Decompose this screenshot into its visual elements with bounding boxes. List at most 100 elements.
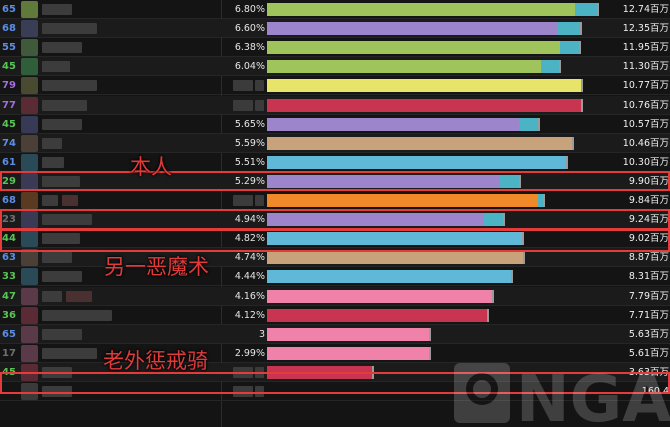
table-row[interactable]: 160.4 xyxy=(0,382,670,401)
player-name-blurred xyxy=(42,23,97,35)
damage-bar-track xyxy=(267,327,655,341)
bar-end-cap xyxy=(523,251,525,265)
class-icon xyxy=(21,77,38,95)
damage-bar-track xyxy=(267,346,655,360)
annotation-foreign-warlock: 老外惩戒骑 xyxy=(103,349,208,373)
table-row[interactable]: 65 6.80% 12.74百万 xyxy=(0,0,670,19)
bar-end-cap xyxy=(519,174,521,188)
bar-end-cap xyxy=(543,194,545,207)
damage-percent xyxy=(222,385,265,398)
damage-percent: 3 xyxy=(258,328,265,340)
damage-percent: 6.04% xyxy=(234,61,265,73)
damage-percent: 2.99% xyxy=(234,347,265,359)
damage-bar-track xyxy=(267,98,655,112)
damage-total: 9.84百万 xyxy=(628,195,669,206)
bar-end-cap xyxy=(597,3,599,16)
percent-blurred xyxy=(255,80,264,92)
damage-bar-track xyxy=(267,232,655,246)
damage-total: 7.71百万 xyxy=(628,309,669,321)
player-name-blurred xyxy=(42,233,80,245)
bar-end-cap xyxy=(559,60,561,74)
player-level: 65 xyxy=(2,328,16,340)
player-level: 17 xyxy=(2,347,16,359)
damage-total: 8.31百万 xyxy=(628,271,669,283)
player-level: 77 xyxy=(2,99,16,111)
player-level xyxy=(2,384,20,399)
table-row[interactable]: 44 4.82% 9.02百万 xyxy=(0,229,670,249)
damage-total: 11.95百万 xyxy=(622,42,669,54)
player-level: 45 xyxy=(2,366,16,378)
damage-bar xyxy=(267,3,575,16)
damage-bar-track xyxy=(267,365,655,379)
damage-bar-track xyxy=(267,251,655,265)
bar-end-cap xyxy=(492,289,494,303)
bar-end-cap xyxy=(572,136,574,150)
player-name-blurred xyxy=(42,309,112,321)
table-row[interactable]: 23 4.94% 9.24百万 xyxy=(0,210,670,230)
player-level: 68 xyxy=(2,195,16,206)
table-row[interactable]: 45 6.04% 11.30百万 xyxy=(0,57,670,77)
class-icon xyxy=(21,249,38,267)
table-row[interactable]: 68 6.60% 12.35百万 xyxy=(0,19,670,39)
class-icon xyxy=(21,134,38,152)
player-level: 68 xyxy=(2,23,16,35)
damage-bar xyxy=(267,174,500,188)
pet-damage-bar xyxy=(500,174,519,188)
class-icon xyxy=(21,39,38,57)
damage-bar-track xyxy=(267,79,655,93)
percent-blurred xyxy=(233,99,253,111)
table-row[interactable]: 36 4.12% 7.71百万 xyxy=(0,306,670,325)
damage-bar-track xyxy=(267,117,655,131)
table-row[interactable]: 63 4.74% 8.87百万 xyxy=(0,248,670,268)
damage-percent: 5.29% xyxy=(234,175,265,187)
damage-bar xyxy=(267,98,581,112)
percent-blurred xyxy=(255,195,264,206)
player-level: 65 xyxy=(2,4,16,15)
player-name-blurred xyxy=(42,386,72,397)
damage-total: 10.30百万 xyxy=(622,156,669,168)
annotation-other-warlock: 另一恶魔术 xyxy=(104,255,209,279)
class-icon xyxy=(21,192,38,209)
player-name-blurred xyxy=(42,99,87,111)
damage-bar xyxy=(267,136,572,150)
damage-bar xyxy=(267,327,429,341)
table-row[interactable]: 74 5.59% 10.46百万 xyxy=(0,133,670,153)
damage-bar xyxy=(267,22,558,36)
table-row[interactable]: 65 3 5.63百万 xyxy=(0,324,670,344)
class-icon xyxy=(21,115,38,133)
player-level: 23 xyxy=(2,214,16,226)
damage-total: 8.87百万 xyxy=(628,252,669,264)
table-row[interactable]: 61 5.51% 10.30百万 xyxy=(0,153,670,172)
damage-bar xyxy=(267,41,560,55)
player-level: 36 xyxy=(2,309,16,321)
damage-percent: 4.44% xyxy=(234,271,265,283)
damage-percent: 5.51% xyxy=(234,156,265,168)
damage-total: 9.24百万 xyxy=(628,214,669,226)
table-row[interactable]: 79 10.77百万 xyxy=(0,76,670,96)
damage-total: 3.63百万 xyxy=(628,366,669,378)
table-row[interactable]: 29 5.29% 9.90百万 xyxy=(0,171,670,191)
table-row[interactable]: 45 3.63百万 xyxy=(0,362,670,382)
table-row[interactable]: 77 10.76百万 xyxy=(0,95,670,115)
damage-bar-track xyxy=(267,385,655,398)
bar-end-cap xyxy=(503,213,505,227)
class-icon xyxy=(21,383,38,400)
pet-damage-bar xyxy=(484,213,503,227)
player-name-blurred xyxy=(42,328,82,340)
damage-bar xyxy=(267,194,538,207)
player-name-blurred xyxy=(42,137,62,149)
damage-percent: 4.94% xyxy=(234,214,265,226)
damage-bar-track xyxy=(267,194,655,207)
damage-bar-track xyxy=(267,155,655,169)
table-row[interactable]: 17 2.99% 5.61百万 xyxy=(0,344,670,363)
table-row[interactable]: 33 4.44% 8.31百万 xyxy=(0,267,670,287)
table-row[interactable]: 68 9.84百万 xyxy=(0,191,670,210)
player-name-blurred xyxy=(42,271,82,283)
table-row[interactable]: 45 5.65% 10.57百万 xyxy=(0,115,670,134)
damage-bar xyxy=(267,232,522,246)
table-row[interactable]: 47 4.16% 7.79百万 xyxy=(0,286,670,306)
table-row[interactable]: 55 6.38% 11.95百万 xyxy=(0,38,670,58)
pet-damage-bar xyxy=(541,60,559,74)
damage-total: 160.4 xyxy=(641,386,669,397)
